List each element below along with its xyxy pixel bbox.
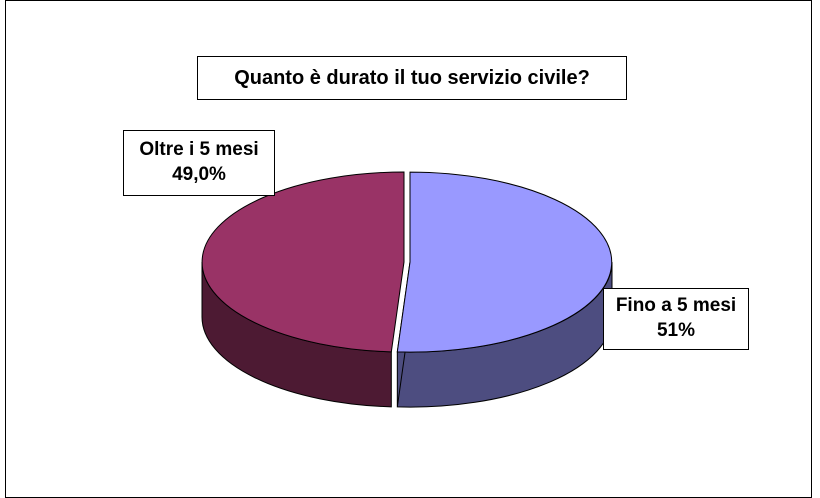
data-label-name: Oltre i 5 mesi <box>139 139 259 160</box>
data-label-name: Fino a 5 mesi <box>615 295 737 316</box>
chart-title: Quanto è durato il tuo servizio civile? <box>197 56 627 100</box>
data-label-value: 49,0% <box>172 164 226 185</box>
data-label-value: 51% <box>656 320 696 341</box>
pie-slice-fino-a-5-mesi <box>396 171 613 408</box>
pie-slice-top-fino-a-5-mesi <box>396 171 613 353</box>
pie-slice-oltre-i-5-mesi <box>201 171 405 408</box>
data-label-oltre-i-5-mesi: Oltre i 5 mesi 49,0% <box>123 130 275 196</box>
pie-slice-top-oltre-i-5-mesi <box>201 171 405 353</box>
data-label-fino-a-5-mesi: Fino a 5 mesi 51% <box>603 288 749 350</box>
